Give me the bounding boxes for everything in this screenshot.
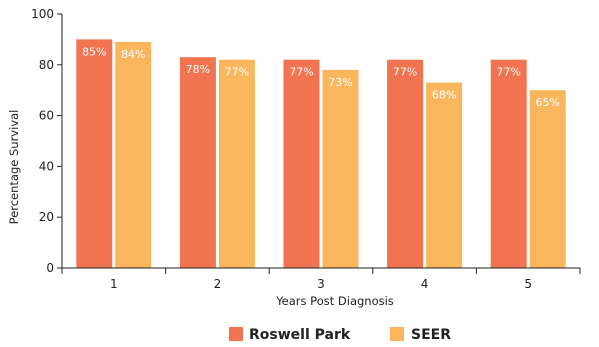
y-tick-label: 20: [39, 210, 54, 224]
y-axis-title: Percentage Survival: [7, 110, 21, 225]
bar-seer-year-4: [426, 82, 463, 268]
data-label-roswell-park-year-5: 77%: [496, 66, 520, 79]
bar-roswell-park-year-3: [283, 59, 320, 268]
y-axis: 0 20 40 60 80 100: [31, 7, 63, 275]
data-label-seer-year-4: 68%: [432, 89, 456, 102]
x-tick-label: 4: [421, 277, 429, 291]
x-axis-title: Years Post Diagnosis: [275, 294, 394, 308]
y-tick-label: 100: [31, 7, 54, 21]
bar-seer-year-1: [115, 41, 152, 268]
bar-seer-year-5: [529, 90, 566, 268]
y-tick-label: 80: [39, 58, 54, 72]
x-tick-label: 1: [110, 277, 118, 291]
legend: Roswell Park SEER: [229, 327, 451, 343]
bar-roswell-park-year-4: [387, 59, 424, 268]
data-label-roswell-park-year-3: 77%: [289, 66, 313, 79]
legend-label-roswell-park: Roswell Park: [249, 327, 351, 343]
data-label-seer-year-1: 84%: [121, 48, 145, 61]
legend-swatch-seer: [390, 327, 404, 341]
legend-label-seer: SEER: [411, 327, 451, 343]
y-tick-label: 60: [39, 109, 54, 123]
y-tick-label: 0: [46, 261, 54, 275]
x-tick-label: 2: [214, 277, 222, 291]
data-label-seer-year-3: 73%: [328, 76, 352, 89]
data-label-seer-year-5: 65%: [535, 96, 559, 109]
data-labels-layer: 85% 84% 78% 77% 77% 73% 77% 68% 77% 65%: [82, 45, 560, 109]
data-label-roswell-park-year-1: 85%: [82, 45, 106, 58]
x-tick-label: 3: [317, 277, 325, 291]
data-label-roswell-park-year-4: 77%: [393, 66, 417, 79]
y-tick-label: 40: [39, 159, 54, 173]
data-label-seer-year-2: 77%: [225, 66, 249, 79]
bar-roswell-park-year-2: [179, 57, 216, 269]
bars-layer: [76, 39, 566, 269]
bar-seer-year-3: [322, 69, 359, 268]
x-tick-label: 5: [524, 277, 532, 291]
bar-seer-year-2: [218, 59, 255, 268]
data-label-roswell-park-year-2: 78%: [186, 63, 210, 76]
legend-swatch-roswell-park: [229, 327, 243, 341]
bar-roswell-park-year-5: [490, 59, 527, 268]
bar-roswell-park-year-1: [76, 39, 113, 269]
x-axis: 1 2 3 4 5: [61, 267, 581, 291]
